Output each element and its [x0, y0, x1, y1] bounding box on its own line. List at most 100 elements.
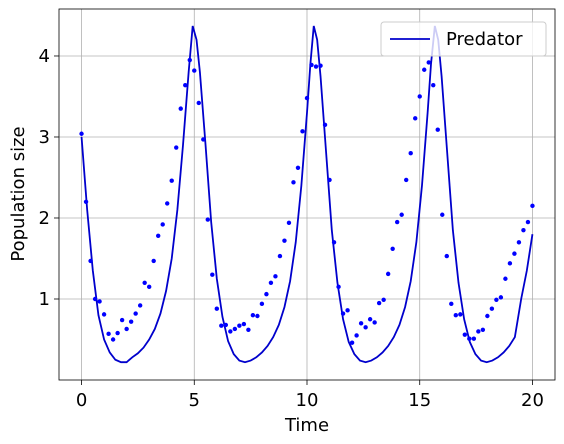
data-point	[376, 300, 382, 306]
data-point	[309, 62, 314, 68]
data-point	[516, 240, 522, 245]
data-point	[110, 337, 116, 342]
data-point	[318, 63, 323, 68]
data-point	[354, 333, 359, 338]
data-point	[449, 301, 454, 307]
data-point	[286, 220, 292, 226]
data-point	[259, 301, 265, 307]
data-point	[169, 178, 174, 183]
data-point	[201, 137, 206, 142]
data-point	[462, 332, 468, 337]
data-point	[128, 319, 134, 324]
data-point	[210, 272, 215, 277]
data-point	[399, 212, 404, 217]
data-point	[385, 271, 391, 277]
data-point	[183, 82, 188, 88]
data-point	[345, 308, 350, 313]
data-point	[367, 317, 373, 322]
data-point	[394, 219, 400, 225]
legend-box	[380, 21, 547, 57]
data-point	[156, 233, 161, 239]
data-point	[467, 336, 472, 341]
y-tick-label: 2	[39, 208, 50, 229]
data-point	[413, 116, 418, 121]
data-point	[313, 64, 319, 69]
data-point	[512, 251, 517, 256]
data-point	[146, 284, 152, 290]
y-tick-label: 4	[39, 46, 50, 67]
data-point	[404, 177, 409, 183]
data-point	[268, 280, 274, 285]
data-point	[503, 276, 508, 281]
data-point	[97, 299, 102, 304]
data-point	[458, 312, 463, 317]
x-tick-label: 15	[408, 390, 431, 411]
data-point	[196, 100, 201, 106]
data-point	[295, 165, 301, 170]
data-point	[214, 306, 220, 311]
data-point	[331, 240, 337, 245]
data-point	[480, 327, 486, 332]
x-tick-label: 20	[521, 390, 544, 411]
data-point	[322, 122, 328, 128]
data-point	[83, 199, 89, 204]
data-point	[92, 296, 98, 302]
data-point	[291, 180, 296, 185]
data-point	[219, 323, 224, 328]
data-point	[435, 127, 440, 132]
data-point	[336, 284, 341, 290]
data-point	[282, 238, 287, 243]
data-point	[232, 326, 238, 332]
data-point	[115, 330, 120, 336]
data-point	[241, 321, 247, 327]
y-tick-label: 1	[39, 289, 50, 310]
data-point	[444, 253, 449, 259]
x-tick-label: 5	[189, 390, 200, 411]
data-point	[521, 227, 526, 233]
data-point	[228, 329, 233, 334]
data-point	[101, 312, 107, 317]
data-point	[255, 313, 260, 319]
data-point	[476, 329, 481, 334]
data-point	[237, 323, 242, 328]
data-point	[119, 317, 125, 323]
data-point	[273, 274, 278, 279]
data-point	[485, 313, 490, 319]
data-point	[422, 67, 427, 72]
data-point	[498, 295, 504, 300]
data-point	[327, 177, 332, 183]
data-point	[178, 106, 183, 111]
data-point	[358, 321, 364, 326]
data-point	[494, 297, 499, 303]
data-point	[264, 291, 269, 297]
data-point	[174, 145, 179, 150]
data-point	[151, 258, 156, 264]
data-point	[106, 331, 111, 337]
y-tick-label: 3	[39, 127, 50, 148]
data-point	[165, 201, 170, 206]
y-axis-label: Population size	[8, 126, 29, 261]
data-point	[88, 258, 93, 264]
data-point	[525, 219, 531, 225]
data-point	[250, 312, 256, 318]
data-point	[205, 217, 210, 222]
data-point	[372, 320, 377, 325]
data-point	[431, 82, 436, 88]
data-point	[133, 311, 138, 316]
x-tick-label: 10	[296, 390, 319, 411]
data-point	[277, 253, 283, 259]
data-point	[187, 57, 192, 63]
data-point	[453, 312, 458, 318]
data-point	[390, 246, 395, 251]
data-point	[381, 297, 386, 303]
data-point	[440, 212, 445, 217]
x-tick-label: 0	[76, 390, 87, 411]
data-point	[300, 129, 305, 134]
plot-frame	[58, 8, 556, 381]
data-point	[137, 303, 143, 308]
data-point	[246, 327, 251, 332]
data-point	[304, 95, 310, 101]
data-point	[426, 60, 431, 65]
data-point	[124, 326, 129, 332]
